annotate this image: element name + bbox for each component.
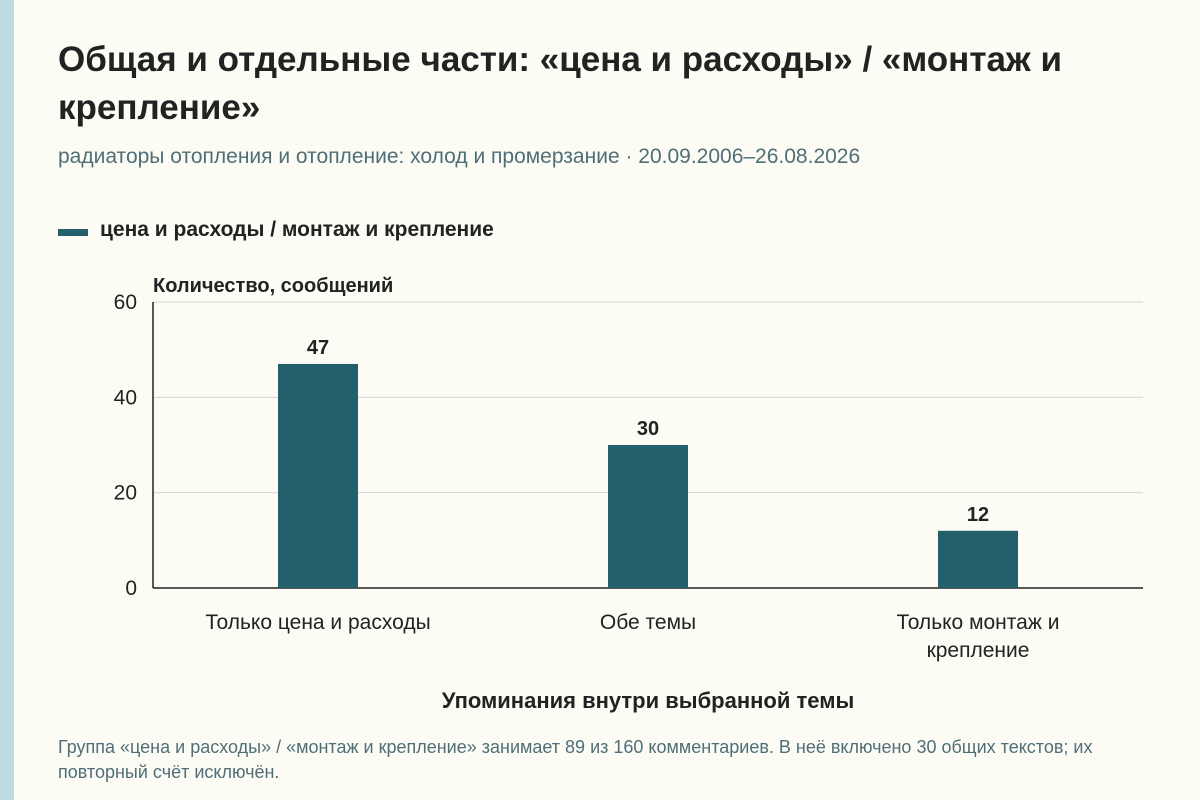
x-tick-label: Только монтаж и (897, 611, 1060, 634)
bar-value-label: 47 (307, 337, 329, 359)
y-tick-label: 40 (114, 386, 137, 409)
bar (278, 363, 358, 588)
y-tick-label: 0 (125, 577, 137, 600)
chart-title: Общая и отдельные части: «цена и расходы… (58, 40, 1062, 127)
bar (938, 530, 1018, 588)
footnote: Группа «цена и расходы» / «монтаж и креп… (58, 737, 1093, 782)
legend-swatch (58, 228, 88, 236)
x-axis-label: Упоминания внутри выбранной темы (442, 688, 855, 713)
x-tick-label: крепление (927, 639, 1030, 662)
x-tick-label: Обе темы (600, 611, 696, 634)
y-axis-label: Количество, сообщений (153, 275, 393, 297)
bar-value-label: 30 (637, 418, 659, 440)
side-accent-bar (0, 0, 14, 800)
chart-subtitle: радиаторы отопления и отопление: холод и… (58, 145, 861, 168)
legend-label: цена и расходы / монтаж и крепление (100, 218, 494, 241)
bar (608, 445, 688, 588)
y-tick-label: 60 (114, 291, 137, 314)
x-tick-label: Только цена и расходы (205, 611, 430, 634)
bar-value-label: 12 (967, 504, 989, 526)
y-tick-label: 20 (114, 482, 137, 505)
legend: цена и расходы / монтаж и крепление (58, 218, 494, 242)
